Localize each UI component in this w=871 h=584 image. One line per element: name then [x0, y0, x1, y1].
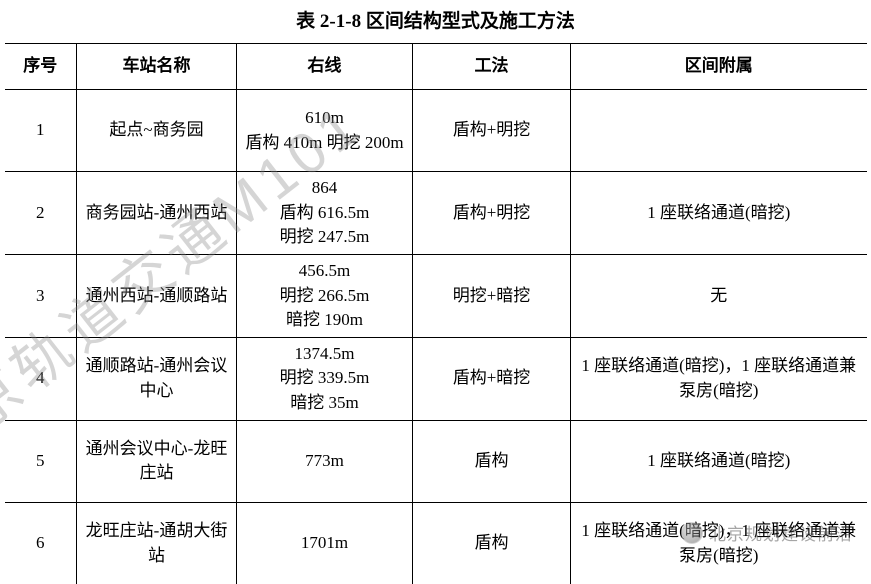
cell-attachment: 1 座联络通道(暗挖): [571, 172, 867, 255]
cell-station: 通州西站-通顺路站: [77, 254, 237, 337]
cell-station: 通州会议中心-龙旺庄站: [77, 420, 237, 502]
cell-index: 4: [5, 337, 77, 420]
table-row: 5通州会议中心-龙旺庄站773m盾构1 座联络通道(暗挖): [5, 420, 867, 502]
cell-attachment: 1 座联络通道(暗挖)，1 座联络通道兼泵房(暗挖): [571, 502, 867, 584]
cell-attachment: 1 座联络通道(暗挖)，1 座联络通道兼泵房(暗挖): [571, 337, 867, 420]
table-row: 1起点~商务园610m盾构 410m 明挖 200m盾构+明挖: [5, 90, 867, 172]
cell-rightline: 456.5m明挖 266.5m暗挖 190m: [237, 254, 413, 337]
cell-method: 盾构+暗挖: [413, 337, 571, 420]
table-row: 4通顺路站-通州会议中心1374.5m明挖 339.5m暗挖 35m盾构+暗挖1…: [5, 337, 867, 420]
cell-method: 盾构: [413, 502, 571, 584]
structure-methods-table: 序号 车站名称 右线 工法 区间附属 1起点~商务园610m盾构 410m 明挖…: [5, 43, 867, 584]
cell-station: 商务园站-通州西站: [77, 172, 237, 255]
col-header-index: 序号: [5, 44, 77, 90]
cell-station: 通顺路站-通州会议中心: [77, 337, 237, 420]
cell-attachment: [571, 90, 867, 172]
cell-rightline: 773m: [237, 420, 413, 502]
table-row: 6龙旺庄站-通胡大街站1701m盾构1 座联络通道(暗挖)，1 座联络通道兼泵房…: [5, 502, 867, 584]
table-container: 序号 车站名称 右线 工法 区间附属 1起点~商务园610m盾构 410m 明挖…: [0, 43, 871, 584]
cell-index: 3: [5, 254, 77, 337]
cell-attachment: 1 座联络通道(暗挖): [571, 420, 867, 502]
cell-index: 2: [5, 172, 77, 255]
col-header-station: 车站名称: [77, 44, 237, 90]
cell-rightline: 1701m: [237, 502, 413, 584]
table-title: 表 2-1-8 区间结构型式及施工方法: [0, 0, 871, 43]
table-row: 2商务园站-通州西站864盾构 616.5m明挖 247.5m盾构+明挖1 座联…: [5, 172, 867, 255]
cell-method: 明挖+暗挖: [413, 254, 571, 337]
col-header-method: 工法: [413, 44, 571, 90]
cell-method: 盾构+明挖: [413, 90, 571, 172]
cell-index: 1: [5, 90, 77, 172]
cell-method: 盾构+明挖: [413, 172, 571, 255]
cell-attachment: 无: [571, 254, 867, 337]
table-header-row: 序号 车站名称 右线 工法 区间附属: [5, 44, 867, 90]
cell-station: 起点~商务园: [77, 90, 237, 172]
cell-rightline: 610m盾构 410m 明挖 200m: [237, 90, 413, 172]
cell-method: 盾构: [413, 420, 571, 502]
col-header-rightline: 右线: [237, 44, 413, 90]
cell-rightline: 864盾构 616.5m明挖 247.5m: [237, 172, 413, 255]
cell-index: 6: [5, 502, 77, 584]
cell-station: 龙旺庄站-通胡大街站: [77, 502, 237, 584]
cell-index: 5: [5, 420, 77, 502]
cell-rightline: 1374.5m明挖 339.5m暗挖 35m: [237, 337, 413, 420]
col-header-attachment: 区间附属: [571, 44, 867, 90]
table-row: 3通州西站-通顺路站456.5m明挖 266.5m暗挖 190m明挖+暗挖无: [5, 254, 867, 337]
